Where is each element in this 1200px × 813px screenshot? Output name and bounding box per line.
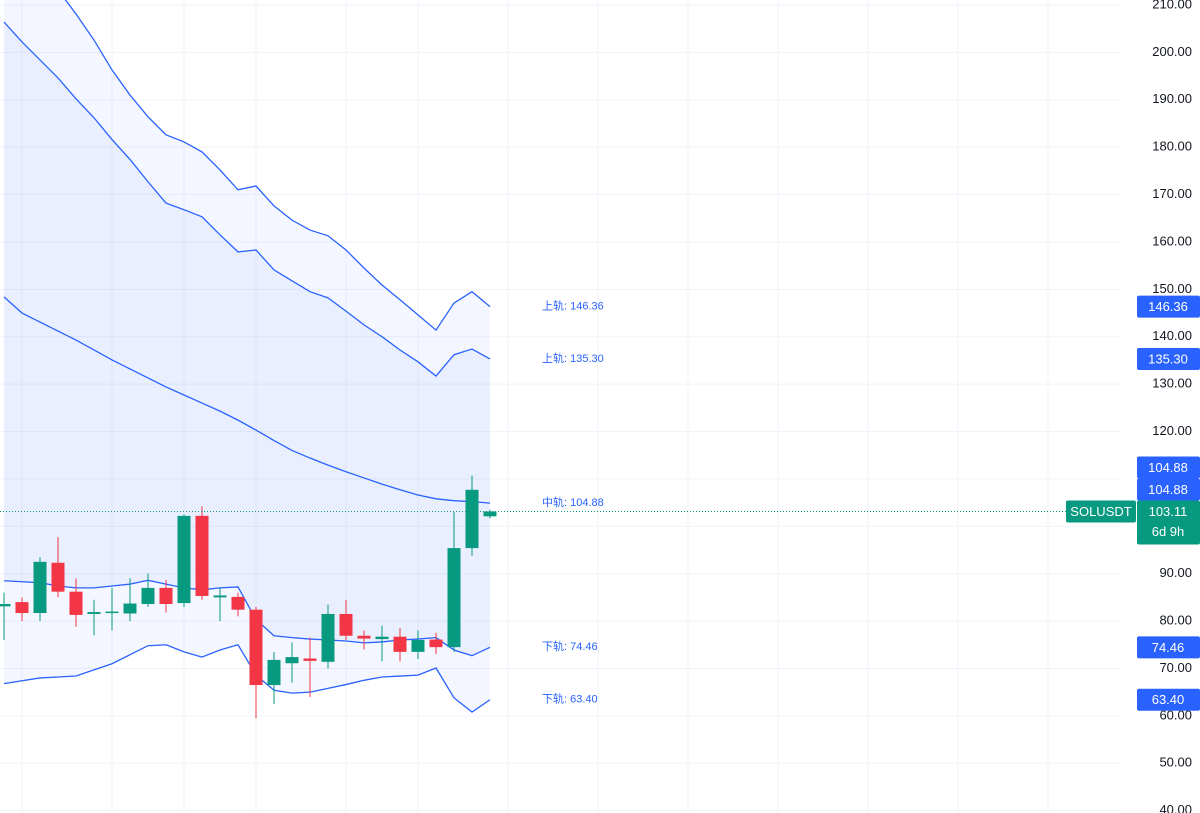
candle-body (0, 604, 11, 607)
candle-body (465, 489, 479, 549)
candle-body (105, 611, 119, 614)
candle-body (483, 511, 497, 517)
last-price-label: 103.11 (1149, 504, 1188, 519)
band-label: 上轨: 146.36 (542, 298, 604, 312)
band-line (3, 296, 491, 504)
price-tag-label: 104.88 (1148, 482, 1188, 497)
y-tick-label: 120.00 (1152, 423, 1192, 438)
y-tick-label: 60.00 (1159, 707, 1192, 722)
band-label: 下轨: 63.40 (542, 692, 598, 706)
candle-body (393, 636, 407, 652)
y-tick-label: 130.00 (1152, 376, 1192, 391)
y-tick-label: 210.00 (1152, 0, 1192, 11)
candle-body (447, 548, 461, 648)
candle-body (357, 635, 371, 639)
candle-body (267, 659, 281, 686)
price-tag-label: 104.88 (1148, 460, 1188, 475)
y-tick-label: 150.00 (1152, 281, 1192, 296)
band-label: 下轨: 74.46 (542, 639, 598, 653)
last-price-tag (1137, 500, 1200, 545)
candle-body (51, 562, 65, 592)
y-tick-label: 140.00 (1152, 328, 1192, 343)
band-line (3, 579, 491, 657)
y-tick-label: 170.00 (1152, 186, 1192, 201)
y-tick-label: 50.00 (1159, 755, 1192, 770)
price-tag (1137, 688, 1200, 711)
candle-body (339, 613, 353, 636)
y-tick-label: 180.00 (1152, 139, 1192, 154)
symbol-label: SOLUSDT (1070, 504, 1131, 519)
price-tag-label: 146.36 (1148, 299, 1188, 314)
y-tick-label: 160.00 (1152, 233, 1192, 248)
price-tag (1137, 347, 1200, 370)
band-label: 中轨: 104.88 (542, 495, 604, 509)
candle-body (141, 587, 155, 605)
band-line (3, 643, 491, 713)
candle-body (285, 657, 299, 664)
candle-body (429, 639, 443, 648)
candle-body (195, 515, 209, 596)
candle-body (15, 602, 29, 614)
candle-body (69, 591, 83, 615)
candle-body (213, 595, 227, 598)
candle-body (87, 612, 101, 614)
countdown-label: 6d 9h (1152, 524, 1185, 539)
price-tag (1137, 478, 1200, 501)
band-line (64, 0, 491, 332)
price-tag-label: 63.40 (1152, 692, 1185, 707)
symbol-tag (1066, 500, 1136, 523)
y-tick-label: 90.00 (1159, 565, 1192, 580)
price-tag (1137, 295, 1200, 318)
candle-body (231, 596, 245, 610)
y-tick-label: 190.00 (1152, 91, 1192, 106)
candle-body (321, 613, 335, 662)
y-tick-label: 40.00 (1159, 802, 1192, 813)
candle-body (375, 636, 389, 640)
candle-body (411, 640, 425, 652)
band-line (3, 21, 491, 377)
y-tick-label: 200.00 (1152, 44, 1192, 59)
candle-body (249, 609, 263, 686)
candle-body (159, 587, 173, 605)
price-tag-label: 135.30 (1148, 351, 1188, 366)
price-tag (1137, 636, 1200, 659)
candle-body (33, 561, 47, 614)
price-tag-label: 74.46 (1152, 640, 1185, 655)
candle-body (303, 658, 317, 661)
band-fill-inner (4, 22, 490, 656)
candle-body (123, 603, 137, 614)
price-tag (1137, 456, 1200, 479)
candle-body (177, 515, 191, 604)
band-fill-outer (4, 0, 490, 713)
y-tick-label: 70.00 (1159, 660, 1192, 675)
band-label: 上轨: 135.30 (542, 351, 604, 365)
y-tick-label: 80.00 (1159, 613, 1192, 628)
